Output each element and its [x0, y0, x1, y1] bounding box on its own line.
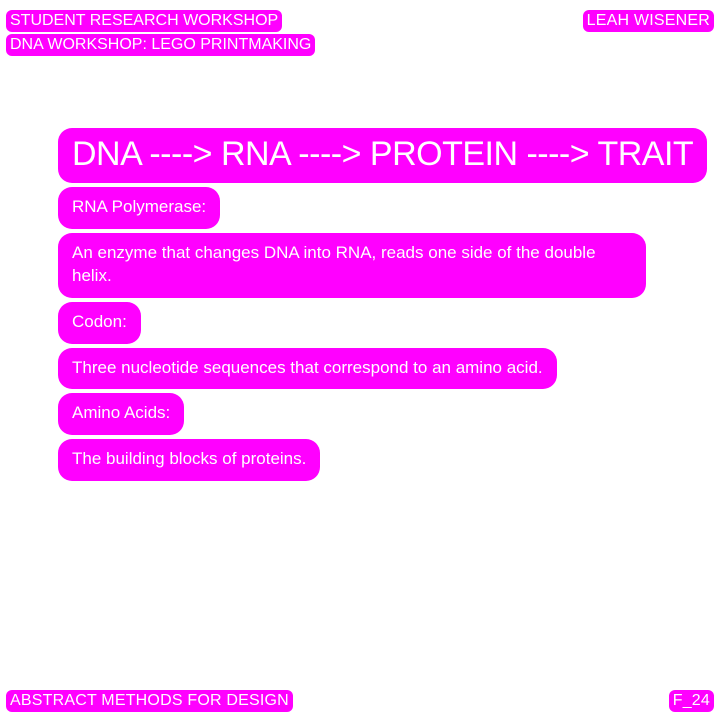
term-codon: Codon:	[58, 301, 141, 344]
definition-list: RNA Polymerase: An enzyme that changes D…	[58, 186, 646, 482]
term-rna-polymerase: RNA Polymerase:	[58, 186, 221, 229]
author-label: LEAH WISENER	[582, 10, 714, 33]
main-content: DNA ----> RNA ----> PROTEIN ----> TRAIT …	[58, 128, 708, 482]
term-amino-acids: Amino Acids:	[58, 393, 185, 436]
page-title: DNA ----> RNA ----> PROTEIN ----> TRAIT	[58, 128, 708, 183]
page-number: F_24	[668, 689, 714, 712]
definition-codon: Three nucleotide sequences that correspo…	[58, 347, 557, 390]
workshop-title-label: DNA WORKSHOP: LEGO PRINTMAKING	[6, 34, 316, 57]
definition-amino-acids: The building blocks of proteins.	[58, 439, 321, 482]
workshop-series-label: STUDENT RESEARCH WORKSHOP	[6, 10, 283, 33]
definition-rna-polymerase: An enzyme that changes DNA into RNA, rea…	[58, 232, 646, 298]
course-label: ABSTRACT METHODS FOR DESIGN	[6, 689, 293, 712]
header-block: STUDENT RESEARCH WORKSHOP DNA WORKSHOP: …	[6, 10, 316, 57]
